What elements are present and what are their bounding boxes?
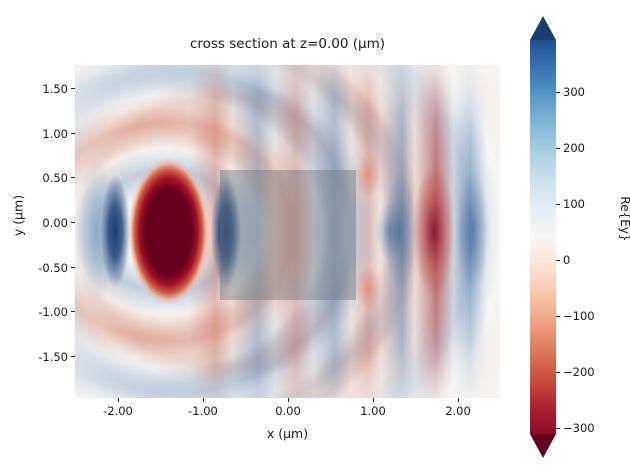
ytick-mark (71, 88, 75, 89)
x-axis-label: x (µm) (266, 426, 309, 441)
ytick-mark (71, 133, 75, 134)
colorbar-tick-mark (556, 148, 560, 149)
colorbar-tick-label: 300 (563, 85, 585, 99)
colorbar-tick-label: 200 (563, 141, 585, 155)
colorbar-tick-mark (556, 260, 560, 261)
xtick-mark (373, 398, 374, 402)
colorbar-gradient-bar (530, 40, 556, 434)
colorbar-under-arrow-cap (530, 434, 556, 458)
xtick-mark (118, 398, 119, 402)
colorbar-tick-mark (556, 92, 560, 93)
y-axis-label: y (µm) (10, 194, 26, 237)
xtick-label: 1.00 (360, 404, 386, 418)
ytick-label: -0.50 (38, 261, 68, 275)
ytick-label: -1.50 (38, 350, 68, 364)
ytick-label: -1.00 (38, 305, 68, 319)
colorbar-tick-mark (556, 428, 560, 429)
colorbar-over-arrow-cap (530, 16, 556, 40)
ytick-label: 0.50 (42, 171, 68, 185)
xtick-label: 0.00 (275, 404, 301, 418)
xtick-label: -2.00 (103, 404, 133, 418)
colorbar-tick-label: −100 (563, 309, 595, 323)
page-title: cross section at z=0.00 (µm) (189, 36, 386, 52)
ytick-mark (71, 177, 75, 178)
ytick-label: 0.00 (42, 216, 68, 230)
colorbar-tick-mark (556, 316, 560, 317)
xtick-label: -1.00 (188, 404, 218, 418)
xtick-mark (458, 398, 459, 402)
xtick-label: 2.00 (445, 404, 471, 418)
ytick-mark (71, 311, 75, 312)
ytick-label: 1.50 (42, 82, 68, 96)
xtick-mark (203, 398, 204, 402)
colorbar-tick-label: 0 (563, 253, 571, 267)
xtick-mark (288, 398, 289, 402)
colorbar-tick-mark (556, 204, 560, 205)
colorbar-label: Re{Ey} (618, 196, 630, 242)
colorbar-tick-mark (556, 372, 560, 373)
ytick-label: 1.00 (42, 127, 68, 141)
ytick-mark (71, 222, 75, 223)
field-edge-fade-layer (75, 65, 500, 398)
colorbar[interactable]: 300 200 100 0 −100 −200 −300 Re{Ey} (530, 14, 630, 460)
heatmap-axes[interactable] (75, 65, 500, 398)
colorbar-tick-label: −200 (563, 365, 595, 379)
ytick-mark (71, 267, 75, 268)
colorbar-tick-label: −300 (563, 421, 595, 435)
ytick-mark (71, 356, 75, 357)
colorbar-tick-label: 100 (563, 197, 585, 211)
